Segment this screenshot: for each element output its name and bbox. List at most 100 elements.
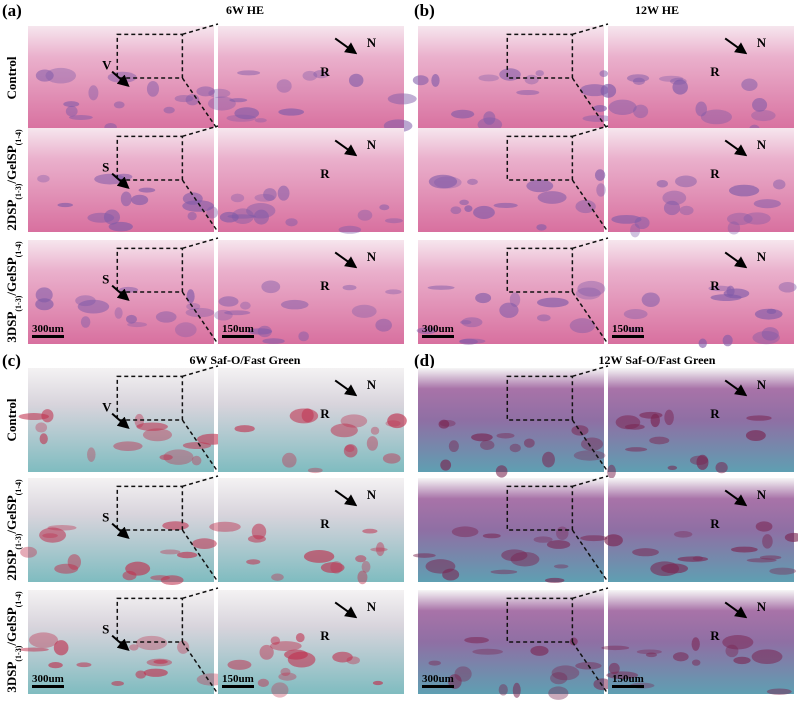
zoom-line [571, 179, 609, 233]
annotation: R [320, 628, 330, 643]
annotation: R [710, 166, 720, 181]
zoom-line [572, 587, 609, 600]
tissue-texture [361, 561, 371, 573]
annotation: R [320, 406, 330, 421]
row-label-part: (1-4) [14, 591, 23, 607]
tissue-texture [320, 562, 345, 574]
tissue-texture [662, 190, 687, 206]
tissue-texture [207, 96, 236, 111]
tissue-texture [103, 209, 121, 225]
tissue-texture [269, 641, 302, 651]
tissue-texture [163, 106, 175, 114]
scale-bar-label: 150um [612, 323, 644, 335]
scale-bar [612, 335, 644, 338]
tissue-texture [551, 665, 580, 681]
tissue-texture [575, 199, 596, 214]
tissue-texture [174, 94, 194, 103]
tissue-texture [784, 532, 798, 542]
tissue-texture [604, 534, 623, 547]
scale-bar [612, 685, 644, 688]
tissue-texture [278, 672, 297, 681]
tissue-texture [577, 280, 606, 297]
zoom-line [571, 529, 609, 583]
tissue-texture [375, 318, 392, 332]
tissue-texture [438, 419, 450, 429]
tissue-texture [196, 86, 215, 97]
tissue-texture [467, 178, 478, 185]
arrow [111, 634, 130, 651]
tissue-texture [277, 185, 290, 201]
zoom-line [571, 419, 609, 473]
tissue-texture [214, 309, 233, 321]
tissue-texture [752, 98, 768, 112]
tissue-texture [548, 686, 569, 700]
arrow [334, 489, 358, 507]
tissue-texture [146, 80, 160, 97]
row-label-part: 2DSP [4, 200, 19, 231]
tissue-texture [606, 671, 639, 679]
row-label-part: (1-3) [14, 533, 23, 549]
tissue-texture [366, 436, 379, 451]
tissue-texture [134, 413, 145, 428]
annotation: R [710, 628, 720, 643]
tissue-texture [45, 67, 77, 84]
tissue-texture [773, 179, 786, 190]
tissue-texture [650, 413, 660, 428]
zoom-line [572, 475, 609, 488]
tissue-texture [230, 193, 245, 203]
tissue-texture [108, 221, 133, 232]
annotation: S [102, 622, 109, 637]
tissue-texture [35, 69, 54, 82]
row-label-part: /GelSP [4, 145, 19, 184]
tissue-texture [727, 221, 741, 235]
tissue-texture [480, 440, 495, 451]
annotation: R [320, 516, 330, 531]
annotation: R [320, 166, 330, 181]
tissue-texture [87, 212, 115, 223]
row-label-part: (1-3) [14, 295, 23, 311]
tissue-texture [191, 455, 202, 466]
row-label-part: (1-4) [14, 241, 23, 257]
arrow [334, 379, 358, 397]
zoom-line [181, 419, 219, 473]
tissue-texture [257, 678, 269, 687]
panel-title: 6W HE [226, 3, 264, 17]
annotation: N [757, 137, 767, 152]
row-label-part: Control [4, 398, 19, 441]
annotation: N [757, 377, 767, 392]
zoom-box [506, 597, 574, 643]
tissue-texture [182, 200, 215, 212]
tissue-texture [450, 206, 462, 215]
tissue-texture [39, 527, 67, 543]
zoom-box [116, 33, 184, 79]
tissue-texture [658, 75, 684, 82]
tissue-texture [691, 637, 700, 651]
tissue-texture [759, 555, 782, 560]
annotation: N [367, 249, 377, 264]
tissue-texture [475, 292, 492, 304]
tissue-texture [667, 465, 678, 470]
tissue-texture [129, 644, 139, 651]
tissue-texture [120, 191, 132, 207]
row-label-part: /GelSP [4, 495, 19, 534]
tissue-texture [357, 209, 373, 221]
arrow [334, 601, 358, 619]
tissue-texture [231, 208, 254, 224]
tissue-texture [535, 70, 544, 77]
tissue-texture [153, 659, 168, 664]
tissue-texture [41, 409, 54, 423]
tissue-texture [208, 88, 231, 99]
tissue-texture [254, 118, 267, 123]
tissue-texture [451, 526, 479, 538]
tissue-texture [516, 89, 540, 96]
tissue-texture [63, 101, 80, 108]
micrograph [608, 590, 794, 694]
zoom-box [116, 247, 184, 293]
annotation: N [367, 377, 377, 392]
tissue-texture [710, 294, 742, 301]
tissue-texture [295, 633, 305, 643]
tissue-texture [143, 668, 168, 677]
zoom-box [506, 247, 574, 293]
panel-label: (a) [2, 1, 22, 20]
tissue-texture [186, 303, 201, 310]
